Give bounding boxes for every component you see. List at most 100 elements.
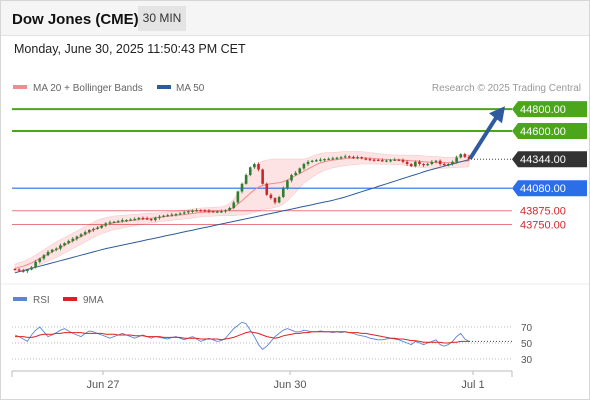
candle <box>290 173 293 183</box>
candle <box>286 179 289 190</box>
candle <box>154 216 157 222</box>
candle <box>253 162 256 169</box>
bollinger-band-area <box>14 151 470 274</box>
level-labels: 44800.00 44600.00 44344.00 44080.00 43875.00… <box>512 101 587 231</box>
candle-body <box>310 160 314 162</box>
candle-body <box>199 210 203 212</box>
candle <box>112 220 116 224</box>
candle <box>434 159 438 164</box>
candle <box>389 158 392 163</box>
candle-body <box>34 261 37 268</box>
candle-body <box>141 217 145 220</box>
candle-body <box>178 213 182 215</box>
candle-body <box>339 157 343 159</box>
candle <box>244 173 248 185</box>
candle <box>248 166 252 177</box>
candle-body <box>75 236 79 239</box>
candle-body <box>240 183 244 192</box>
candle-body <box>42 255 46 259</box>
candle <box>257 162 260 172</box>
candle <box>397 158 401 162</box>
candle-body <box>154 217 157 221</box>
candle <box>67 239 70 245</box>
candle-body <box>294 172 297 176</box>
rsi-ma-line <box>15 331 469 344</box>
candle-body <box>269 194 273 199</box>
candle-body <box>207 210 211 212</box>
candle <box>265 182 269 196</box>
candle <box>116 219 120 223</box>
candle <box>220 209 223 214</box>
candle <box>236 190 240 205</box>
candle-body <box>286 180 289 189</box>
candle <box>438 159 442 166</box>
candle-body <box>248 167 252 176</box>
candle-body <box>302 164 306 169</box>
candle <box>418 160 421 166</box>
candle <box>281 186 285 199</box>
candle <box>310 159 314 163</box>
candle-body <box>273 198 277 203</box>
candle <box>343 154 347 159</box>
candle-body <box>149 218 153 221</box>
candle-body <box>21 270 25 272</box>
candle <box>224 209 227 214</box>
candle <box>137 216 141 221</box>
interval-button[interactable]: 30 MIN <box>138 6 186 31</box>
candle-body <box>220 211 223 213</box>
candle-body <box>215 211 219 213</box>
x-label-jun30: Jun 30 <box>273 379 306 391</box>
candle-body <box>195 210 198 212</box>
candle <box>63 242 66 247</box>
ma20-legend-label: MA 20 + Bollinger Bands <box>33 83 143 94</box>
candle-body <box>348 156 351 158</box>
candle <box>145 216 149 220</box>
candle <box>422 163 425 167</box>
candle <box>352 155 355 159</box>
candle-body <box>281 188 285 197</box>
candle-body <box>323 159 326 161</box>
candle <box>59 243 62 251</box>
candle <box>17 268 21 272</box>
candle-body <box>121 220 124 222</box>
candle-body <box>59 245 62 249</box>
candle <box>269 193 273 200</box>
candle-body <box>203 210 207 212</box>
candle <box>92 227 95 232</box>
target-level-label-0: 44800.00 <box>520 104 566 116</box>
candle-body <box>211 211 215 213</box>
candle-body <box>112 221 116 223</box>
candle <box>339 155 343 160</box>
candle-body <box>343 156 347 158</box>
candle-body <box>170 214 174 216</box>
candle <box>442 162 446 167</box>
candle <box>451 160 454 166</box>
candle <box>215 210 219 214</box>
candle <box>71 236 75 243</box>
candle <box>430 160 434 166</box>
candle <box>46 250 50 257</box>
candle-body <box>314 160 318 162</box>
candle-body <box>331 158 335 160</box>
candle <box>426 162 430 167</box>
candle <box>75 235 79 241</box>
candle-body <box>451 161 454 165</box>
ma20-line <box>14 157 470 269</box>
moving-averages <box>14 157 470 274</box>
candle-body <box>46 251 50 256</box>
candle-body <box>434 160 438 162</box>
candle <box>463 152 467 159</box>
candle <box>467 155 471 161</box>
candle <box>121 218 124 223</box>
candle <box>54 247 58 252</box>
candle-body <box>306 161 310 165</box>
candle <box>381 158 384 162</box>
candle-body <box>100 225 103 228</box>
candle-body <box>335 157 339 159</box>
candle <box>187 210 190 214</box>
candle <box>459 153 463 159</box>
candle <box>166 213 170 217</box>
bollinger-band <box>14 151 470 274</box>
candle-body <box>385 160 388 162</box>
